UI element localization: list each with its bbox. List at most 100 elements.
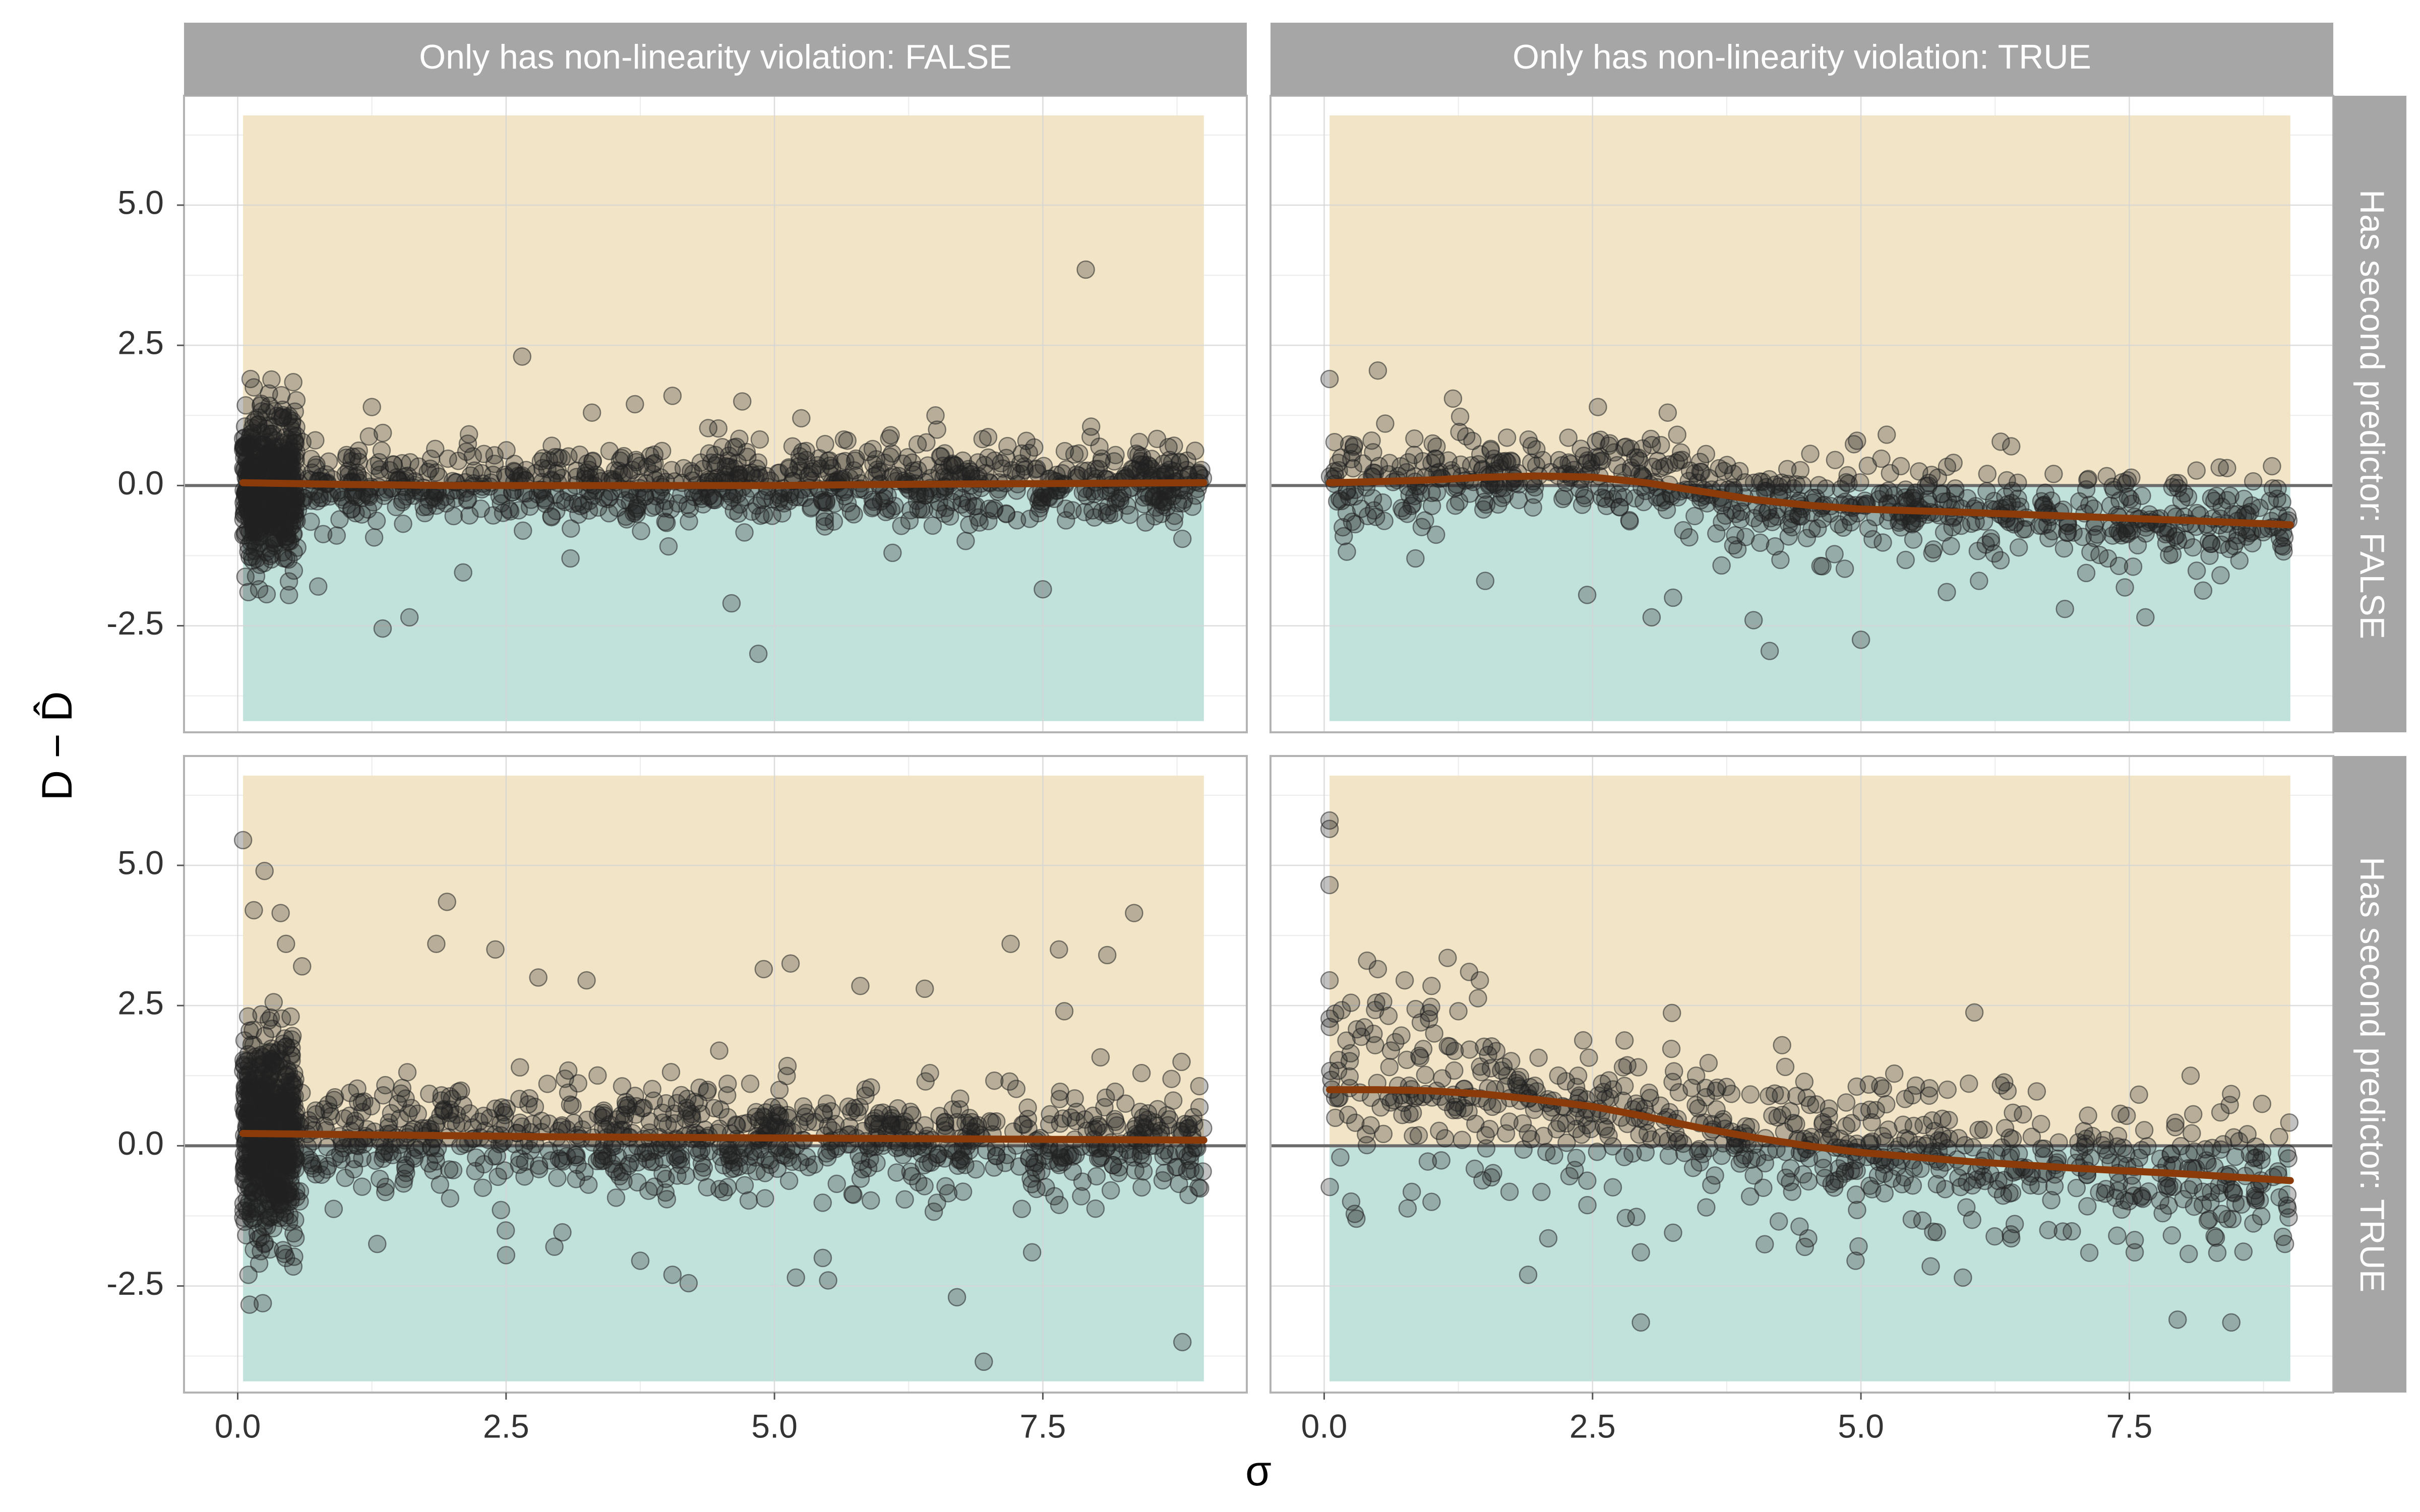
data-point — [1342, 993, 1360, 1012]
data-point — [239, 1081, 258, 1099]
data-point — [1578, 1171, 1597, 1190]
data-point — [1460, 1040, 1479, 1059]
data-point — [1940, 1111, 1958, 1129]
data-point — [735, 1176, 754, 1195]
data-point — [2187, 461, 2206, 480]
data-point — [400, 608, 419, 627]
data-point — [509, 467, 528, 485]
data-point — [1320, 1018, 1339, 1036]
data-point — [1022, 1243, 1042, 1262]
data-point — [1411, 1013, 1430, 1032]
data-point — [856, 1086, 875, 1105]
data-point — [262, 370, 281, 389]
data-point — [751, 507, 770, 525]
data-point — [1500, 1182, 1519, 1202]
data-point — [1457, 427, 1476, 446]
data-point — [783, 437, 802, 456]
data-point — [292, 957, 312, 976]
data-point — [915, 979, 934, 998]
data-point — [756, 488, 774, 508]
data-point — [571, 496, 590, 516]
data-point — [375, 1143, 394, 1161]
data-point — [486, 940, 505, 959]
data-point — [815, 517, 834, 536]
data-point — [935, 504, 954, 523]
data-point — [279, 572, 298, 591]
data-point — [1007, 1080, 1026, 1098]
data-point — [2166, 1113, 2185, 1132]
data-point — [1578, 586, 1597, 604]
data-point — [749, 644, 768, 663]
y-tick-label: 0.0 — [117, 464, 164, 501]
data-point — [672, 1149, 691, 1168]
data-point — [936, 1116, 954, 1135]
data-point — [1930, 1160, 1949, 1179]
data-point — [819, 1271, 837, 1290]
data-point — [2054, 539, 2074, 558]
data-point — [259, 416, 278, 435]
data-point — [1347, 1209, 1366, 1228]
data-point — [699, 419, 718, 437]
data-point — [471, 499, 490, 518]
data-point — [258, 1199, 277, 1218]
data-point — [781, 954, 800, 973]
data-point — [1108, 489, 1126, 508]
data-point — [438, 893, 456, 911]
data-point — [2116, 474, 2135, 493]
data-point — [792, 409, 811, 428]
data-point — [1807, 1095, 1826, 1114]
data-point — [923, 516, 942, 535]
data-point — [427, 934, 446, 954]
trend-line — [239, 479, 1207, 489]
data-point — [677, 1166, 695, 1185]
data-point — [338, 496, 356, 515]
data-point — [1974, 1120, 1993, 1139]
data-point — [844, 1185, 863, 1204]
data-point — [1921, 1257, 1940, 1276]
data-point — [2081, 543, 2100, 561]
data-point — [1896, 550, 1915, 570]
data-point — [255, 553, 274, 573]
data-point — [2114, 1139, 2133, 1157]
data-point — [1902, 489, 1921, 508]
data-point — [373, 423, 392, 443]
data-point — [282, 1046, 301, 1065]
data-point — [1443, 389, 1463, 408]
data-point — [1934, 523, 1954, 542]
data-point — [613, 1077, 632, 1096]
data-point — [2058, 523, 2077, 542]
data-point — [739, 1191, 758, 1210]
data-point — [2079, 470, 2098, 488]
data-point — [969, 453, 987, 472]
data-point — [2117, 1106, 2136, 1125]
data-point — [1469, 989, 1487, 1007]
data-point — [1594, 1083, 1613, 1101]
data-point — [582, 403, 601, 422]
data-point — [1894, 1115, 1912, 1134]
data-point — [1116, 1094, 1135, 1113]
data-point — [1343, 513, 1362, 531]
data-point — [327, 526, 346, 545]
data-point — [258, 1179, 277, 1198]
data-point — [1194, 1119, 1213, 1138]
data-point — [1837, 1116, 1856, 1136]
data-point — [1852, 1103, 1871, 1121]
data-point — [1514, 1140, 1533, 1159]
data-point — [567, 1146, 586, 1165]
data-point — [1877, 1095, 1896, 1114]
data-point — [2032, 1114, 2050, 1133]
data-point — [943, 1141, 962, 1160]
data-point — [497, 1246, 516, 1265]
data-point — [594, 1104, 613, 1122]
data-point — [1970, 572, 1988, 590]
data-point — [2067, 1178, 2086, 1198]
data-point — [1453, 1130, 1472, 1150]
data-point — [1130, 432, 1149, 452]
data-point — [2080, 1243, 2099, 1262]
data-point — [816, 434, 834, 454]
data-point — [1744, 1166, 1763, 1185]
data-point — [1065, 1089, 1084, 1108]
data-point — [756, 1189, 774, 1208]
data-point — [1891, 457, 1910, 476]
data-point — [1740, 1187, 1760, 1206]
